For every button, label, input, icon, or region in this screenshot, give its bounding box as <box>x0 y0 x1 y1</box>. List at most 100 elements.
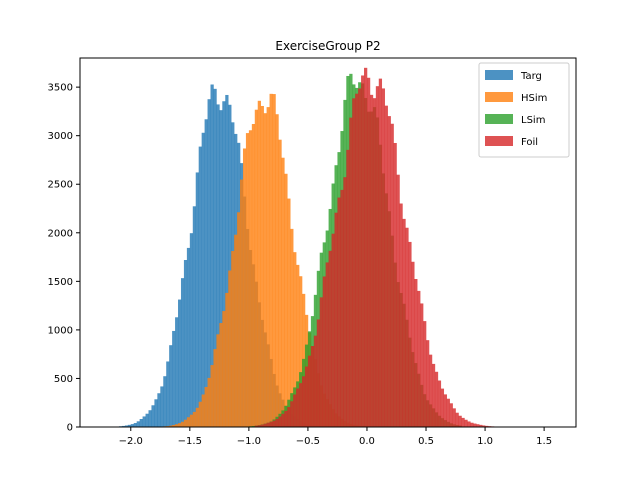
bar <box>219 110 223 428</box>
bar <box>133 423 137 427</box>
bar <box>160 386 164 427</box>
bar <box>183 260 188 427</box>
bar <box>257 425 261 427</box>
bar <box>375 86 380 428</box>
bar <box>431 363 436 427</box>
bar <box>369 94 374 427</box>
bar <box>337 197 341 427</box>
bar <box>260 105 264 427</box>
bar <box>198 401 202 427</box>
bar <box>213 88 217 427</box>
bar <box>417 290 421 427</box>
bar <box>296 264 300 427</box>
bar <box>461 417 465 427</box>
bar <box>299 383 303 427</box>
legend-swatch-hsim <box>485 92 513 102</box>
bar <box>207 99 211 427</box>
bar <box>151 405 155 427</box>
bar <box>175 317 179 427</box>
bar <box>257 100 261 428</box>
bar <box>364 67 368 427</box>
bar <box>178 423 182 427</box>
x-tick-label: 0.0 <box>359 436 375 447</box>
bar <box>228 104 232 428</box>
bar <box>157 393 161 427</box>
bar <box>405 227 409 427</box>
bar <box>175 424 179 427</box>
bar <box>210 365 214 427</box>
bar <box>281 157 285 427</box>
bar <box>269 93 273 427</box>
bar <box>302 376 306 427</box>
bar <box>290 228 294 427</box>
bar <box>172 424 176 427</box>
bar <box>169 425 173 427</box>
bar <box>183 419 188 427</box>
bar <box>127 424 132 427</box>
bar <box>210 84 214 427</box>
bar <box>449 403 453 427</box>
bar <box>396 174 400 427</box>
bar <box>195 407 199 427</box>
bar <box>195 172 199 427</box>
bar <box>340 189 344 427</box>
bar <box>240 179 244 427</box>
bar <box>266 422 270 427</box>
bar <box>130 424 135 427</box>
bar <box>372 98 377 428</box>
bar <box>293 394 297 427</box>
bar <box>213 349 217 427</box>
bar <box>293 252 297 427</box>
x-tick-label: 0.5 <box>418 436 434 447</box>
bar <box>434 371 439 427</box>
bar <box>263 423 267 427</box>
bar <box>296 388 300 427</box>
x-tick-label: −2.0 <box>119 436 143 447</box>
bar <box>222 101 226 428</box>
bar <box>180 278 185 427</box>
bar <box>473 423 477 427</box>
bar <box>334 212 338 427</box>
bar <box>470 422 474 427</box>
bar <box>479 424 483 427</box>
y-tick-label: 3500 <box>48 83 73 94</box>
bar <box>278 139 282 427</box>
bar <box>186 417 191 427</box>
bar <box>440 388 445 427</box>
bar <box>316 319 321 427</box>
bar <box>275 418 279 427</box>
bar <box>361 75 365 427</box>
bar <box>352 98 356 427</box>
plot-frame <box>79 57 577 428</box>
bar <box>189 414 194 427</box>
bar <box>225 94 229 427</box>
bar <box>216 104 220 428</box>
y-tick-label: 1000 <box>48 325 73 336</box>
bar <box>204 119 208 427</box>
bar <box>251 123 256 428</box>
bar <box>169 345 173 427</box>
bar <box>178 299 182 427</box>
bar <box>426 340 430 427</box>
bar <box>260 424 264 427</box>
axes: −2.0 −1.5 −1.0 −0.5 0.0 0.5 1.0 1.5 0 500 1000 1500… <box>48 57 577 447</box>
bar <box>275 114 279 427</box>
bar <box>482 425 486 427</box>
bar <box>358 88 362 427</box>
bar <box>485 425 489 427</box>
bar <box>163 376 167 427</box>
bar <box>201 394 205 427</box>
bar <box>234 234 238 427</box>
y-tick-label: 1500 <box>48 277 73 288</box>
bar <box>228 270 232 427</box>
bar <box>319 297 323 427</box>
bar <box>411 261 415 427</box>
bar <box>343 177 347 427</box>
bar <box>310 346 315 427</box>
series-foil <box>254 67 495 428</box>
bar <box>455 412 459 427</box>
bar <box>290 401 294 427</box>
bar <box>284 410 288 427</box>
y-tick-label: 500 <box>54 374 73 385</box>
x-tick-label: −1.5 <box>178 436 202 447</box>
